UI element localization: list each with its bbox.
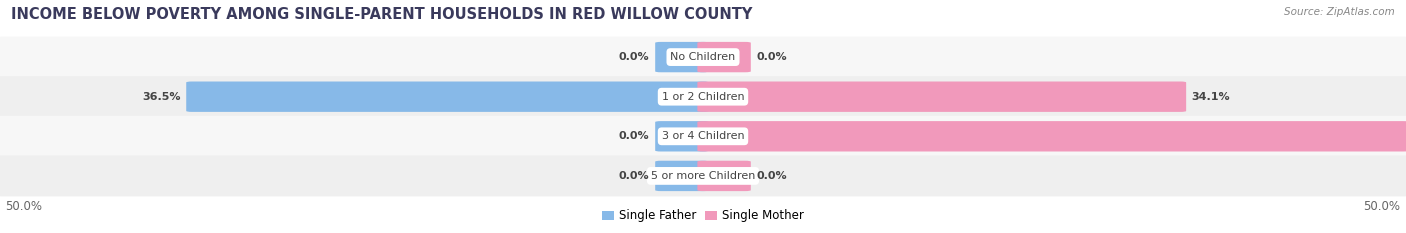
FancyBboxPatch shape xyxy=(697,42,751,72)
Text: 0.0%: 0.0% xyxy=(756,171,787,181)
FancyBboxPatch shape xyxy=(697,82,1187,112)
Legend: Single Father, Single Mother: Single Father, Single Mother xyxy=(598,205,808,227)
Text: 50.0%: 50.0% xyxy=(1364,200,1400,213)
FancyBboxPatch shape xyxy=(0,37,1406,78)
Text: 3 or 4 Children: 3 or 4 Children xyxy=(662,131,744,141)
Text: 34.1%: 34.1% xyxy=(1192,92,1230,102)
Text: 0.0%: 0.0% xyxy=(619,171,650,181)
Text: 5 or more Children: 5 or more Children xyxy=(651,171,755,181)
Text: 50.0%: 50.0% xyxy=(6,200,42,213)
Text: No Children: No Children xyxy=(671,52,735,62)
Text: 0.0%: 0.0% xyxy=(756,52,787,62)
FancyBboxPatch shape xyxy=(186,82,709,112)
FancyBboxPatch shape xyxy=(697,161,751,191)
FancyBboxPatch shape xyxy=(0,76,1406,117)
Text: INCOME BELOW POVERTY AMONG SINGLE-PARENT HOUSEHOLDS IN RED WILLOW COUNTY: INCOME BELOW POVERTY AMONG SINGLE-PARENT… xyxy=(11,7,752,22)
FancyBboxPatch shape xyxy=(655,121,709,151)
Text: 36.5%: 36.5% xyxy=(142,92,180,102)
Text: 0.0%: 0.0% xyxy=(619,131,650,141)
Text: 0.0%: 0.0% xyxy=(619,52,650,62)
FancyBboxPatch shape xyxy=(655,161,709,191)
FancyBboxPatch shape xyxy=(655,42,709,72)
FancyBboxPatch shape xyxy=(0,116,1406,157)
FancyBboxPatch shape xyxy=(0,155,1406,196)
Text: Source: ZipAtlas.com: Source: ZipAtlas.com xyxy=(1284,7,1395,17)
Text: 1 or 2 Children: 1 or 2 Children xyxy=(662,92,744,102)
FancyBboxPatch shape xyxy=(697,121,1406,151)
